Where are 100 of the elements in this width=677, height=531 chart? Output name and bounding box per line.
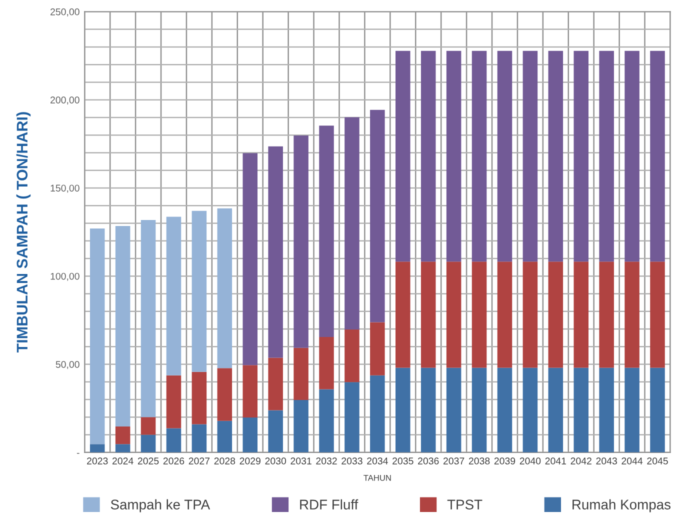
bar (294, 400, 308, 452)
x-tick-label: 2035 (392, 458, 414, 464)
bar (217, 368, 232, 421)
bar (472, 368, 487, 452)
legend-label: Sampah ke TPA (110, 499, 210, 512)
x-tick-label: 2033 (342, 458, 362, 464)
y-tick-label: - (76, 452, 80, 454)
bar (420, 262, 436, 368)
bar (115, 226, 130, 426)
bar (472, 50, 487, 262)
bar (650, 262, 665, 368)
bar (396, 368, 410, 452)
bar (344, 330, 360, 382)
x-tick-label: 2029 (240, 458, 260, 464)
x-tick-label: 2023 (87, 458, 108, 464)
bar (217, 420, 232, 452)
x-tick-label: 2043 (596, 458, 617, 464)
bar (446, 368, 462, 452)
bar (548, 50, 564, 262)
bar (115, 444, 130, 452)
y-tick-label: 150,00 (50, 184, 80, 193)
x-tick-label: 2034 (367, 458, 388, 464)
bar (420, 368, 436, 452)
y-tick-label: 200,00 (50, 96, 80, 105)
y-tick-label: 100,00 (50, 272, 80, 281)
y-axis-title: TIMBULAN SAMPAH ( TON/HARI) (16, 112, 31, 353)
bar (624, 368, 640, 452)
bar (522, 50, 538, 262)
bar (370, 110, 385, 322)
bar (217, 208, 232, 368)
x-tick-label: 2037 (443, 458, 464, 464)
bar (650, 50, 665, 262)
bar (140, 417, 156, 435)
x-tick-label: 2039 (494, 458, 516, 464)
bar (420, 50, 436, 262)
y-tick-label: 50,00 (56, 361, 80, 370)
x-tick-label: 2041 (545, 458, 566, 464)
y-tick-label: 250,00 (50, 8, 80, 16)
bar (192, 210, 207, 372)
bar (574, 368, 588, 452)
bar (396, 50, 410, 262)
bar (548, 262, 564, 368)
bar (548, 368, 564, 452)
bar (268, 410, 283, 452)
x-tick-label: 2040 (520, 458, 541, 464)
bar (166, 375, 182, 428)
bar (90, 444, 105, 452)
x-tick-label: 2036 (418, 458, 439, 464)
bar (242, 365, 258, 418)
bar (370, 375, 385, 452)
legend-label: TPST (447, 500, 482, 510)
x-tick-label: 2032 (316, 458, 337, 464)
bar (599, 368, 614, 452)
bar (140, 220, 156, 418)
bar (446, 262, 462, 368)
bar (294, 348, 308, 400)
bar (522, 368, 538, 452)
x-tick-label: 2030 (265, 458, 286, 464)
bar (192, 372, 207, 424)
bar (268, 146, 283, 358)
bar (497, 262, 512, 368)
bar (446, 50, 462, 262)
bar (319, 389, 334, 452)
bar (115, 426, 130, 444)
bar (319, 126, 334, 337)
legend-label: RDF Fluff (300, 499, 358, 510)
bar (497, 50, 512, 262)
bar (370, 322, 385, 376)
bar (624, 50, 640, 262)
x-tick-label: 2038 (468, 458, 490, 464)
bar (166, 216, 182, 376)
x-tick-label: 2026 (163, 458, 184, 464)
bar (599, 262, 614, 368)
bar (472, 262, 487, 368)
bar (242, 153, 258, 366)
bar (396, 262, 410, 368)
bar (599, 50, 614, 262)
x-tick-label: 2045 (647, 458, 668, 464)
bar (344, 117, 360, 330)
bar (319, 336, 334, 390)
bar (624, 262, 640, 368)
bar (140, 434, 156, 452)
bar (192, 424, 207, 452)
x-axis-title: TAHUN (364, 474, 391, 481)
legend-label: Rumah Kompas (572, 499, 671, 512)
bar (294, 135, 308, 348)
bar (268, 358, 283, 410)
bar (344, 382, 360, 452)
bar (90, 228, 105, 444)
x-tick-label: 2031 (290, 458, 312, 464)
x-tick-label: 2042 (570, 458, 592, 464)
bar (574, 262, 588, 368)
x-tick-label: 2024 (112, 458, 134, 464)
bar (650, 368, 665, 452)
x-tick-label: 2044 (622, 458, 643, 464)
x-tick-label: 2027 (188, 458, 210, 464)
bar (522, 262, 538, 368)
bar (166, 428, 182, 452)
bar (497, 368, 512, 452)
x-tick-label: 2025 (138, 458, 159, 464)
